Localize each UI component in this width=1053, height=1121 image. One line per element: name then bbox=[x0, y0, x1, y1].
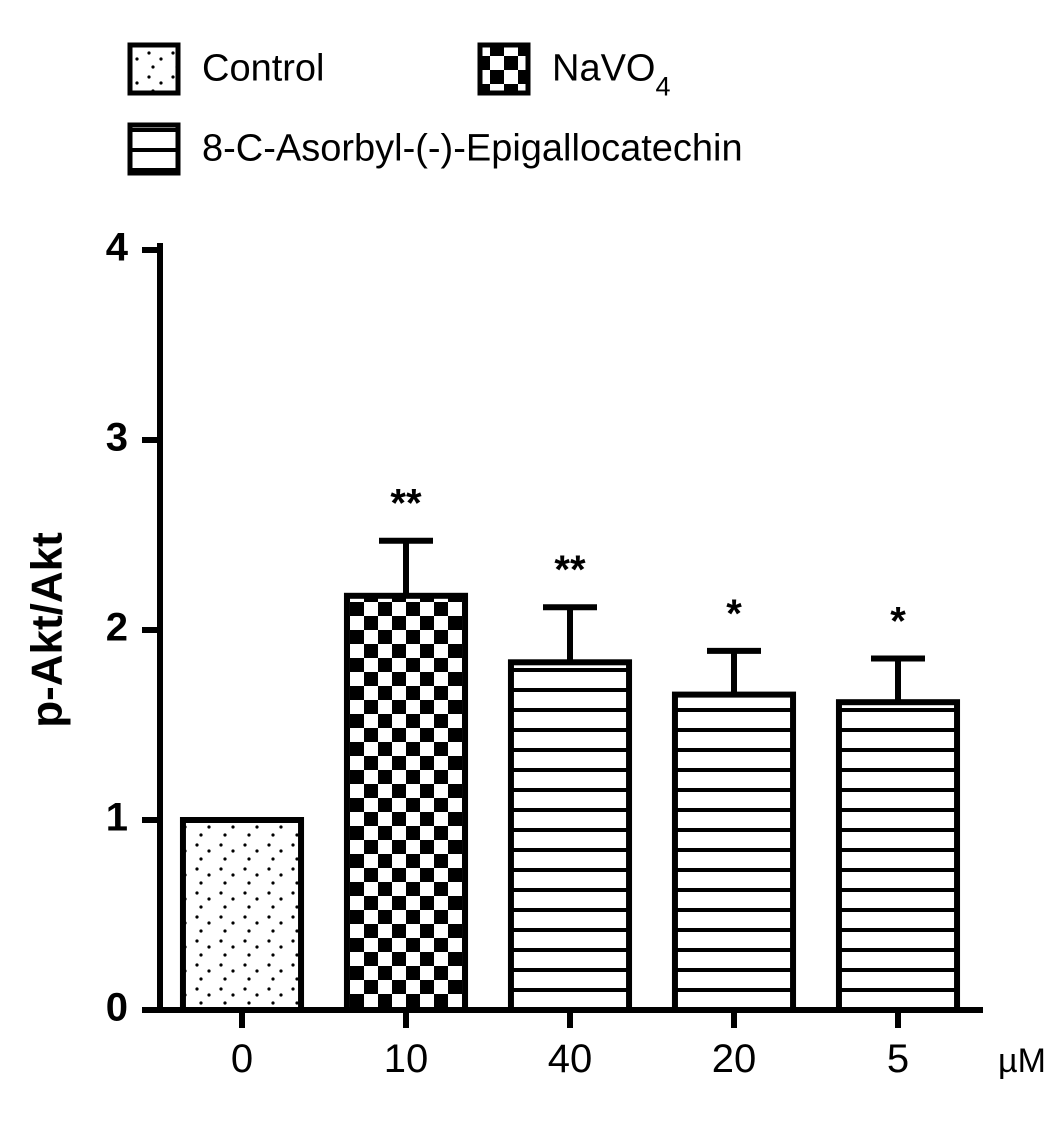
significance-marker: * bbox=[890, 600, 906, 644]
significance-marker: ** bbox=[554, 548, 586, 592]
legend-label-navo4: NaVO4 bbox=[552, 48, 671, 102]
y-tick-label: 0 bbox=[106, 986, 128, 1030]
x-tick-label: 20 bbox=[712, 1037, 757, 1081]
legend-label-control: Control bbox=[202, 48, 325, 90]
x-unit-label: µM bbox=[998, 1042, 1046, 1080]
legend-swatch bbox=[130, 125, 178, 173]
significance-marker: ** bbox=[390, 482, 422, 526]
x-tick-label: 40 bbox=[548, 1037, 593, 1081]
y-tick-label: 1 bbox=[106, 796, 128, 840]
x-tick-label: 10 bbox=[384, 1037, 429, 1081]
significance-marker: * bbox=[726, 592, 742, 636]
legend-swatch bbox=[130, 45, 178, 93]
bar-chart: Control NaVO4 8-C-Asorbyl-(-)-Epigallocate… bbox=[0, 0, 1053, 1121]
y-tick-label: 2 bbox=[106, 606, 128, 650]
legend-swatch bbox=[480, 45, 528, 93]
y-axis-label: p-Akt/Akt bbox=[23, 532, 72, 728]
y-tick-label: 4 bbox=[106, 226, 129, 270]
x-tick-label: 5 bbox=[887, 1037, 909, 1081]
bar bbox=[675, 695, 793, 1010]
bar bbox=[511, 662, 629, 1010]
y-tick-label: 3 bbox=[106, 416, 128, 460]
x-tick-label: 0 bbox=[231, 1037, 253, 1081]
bar bbox=[183, 820, 301, 1010]
chart-page: Control NaVO4 8-C-Asorbyl-(-)-Epigallocate… bbox=[0, 0, 1053, 1121]
bar bbox=[347, 596, 465, 1010]
legend-label-compound: 8-C-Asorbyl-(-)-Epigallocatechin bbox=[202, 128, 743, 170]
bar bbox=[839, 702, 957, 1010]
